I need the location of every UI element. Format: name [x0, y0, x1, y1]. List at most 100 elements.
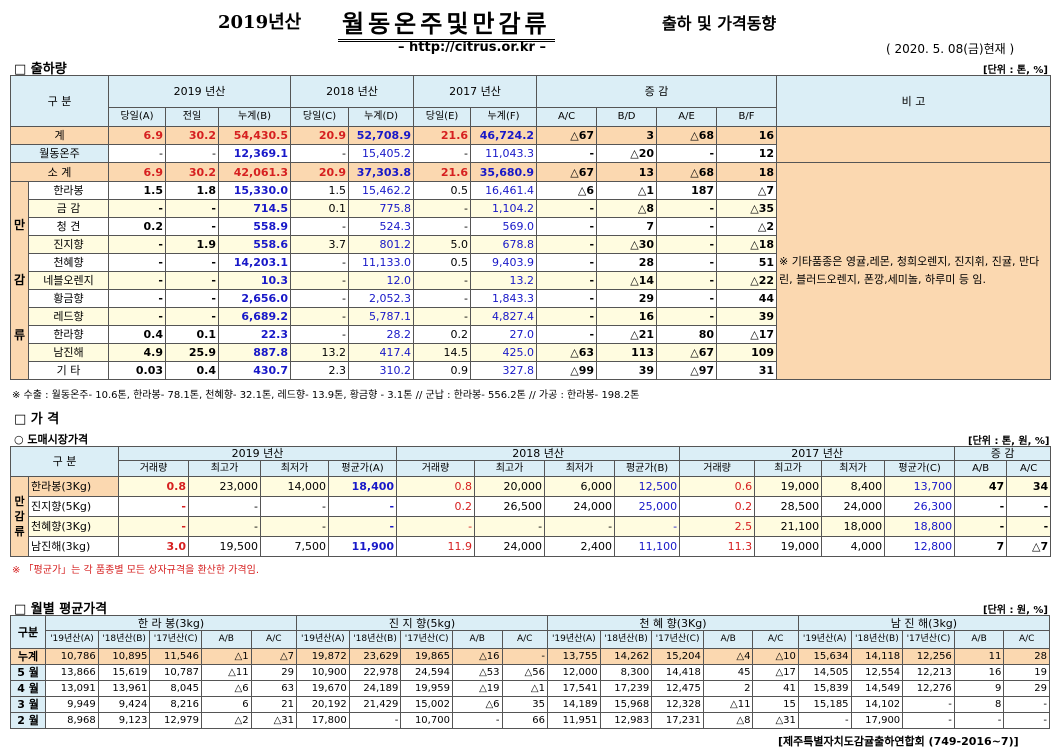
cell: -	[501, 648, 548, 665]
col-sub: 당일(A)	[108, 107, 166, 127]
cell: 12,979	[149, 712, 202, 729]
cell: 28,500	[754, 496, 823, 517]
cell: △53	[451, 664, 503, 681]
cell: -	[260, 516, 329, 537]
cell: -	[656, 235, 718, 254]
mangam-char: 감	[13, 273, 26, 287]
col-sub: '18년산(B)	[599, 630, 653, 649]
cell: -	[413, 144, 472, 163]
cell: 15,204	[651, 648, 704, 665]
cell: △7	[716, 181, 778, 200]
cell: 714.5	[217, 199, 292, 218]
cell: 9,403.9	[470, 253, 538, 272]
cell: 14,000	[260, 476, 329, 497]
cell: -	[118, 496, 189, 517]
cell: 10,900	[296, 664, 350, 681]
cell: -	[290, 217, 350, 236]
cell: 15,405.2	[348, 144, 415, 163]
cell: -	[165, 289, 219, 308]
cell: 24,000	[544, 496, 616, 517]
cell: -	[118, 516, 189, 537]
col-2019: 2019 년산	[117, 446, 398, 461]
cell: 15,968	[599, 696, 653, 713]
cell: △97	[656, 361, 718, 380]
col-sub: A/C	[501, 630, 548, 649]
date-label: ( 2020. 5. 08(금)현재 )	[886, 42, 1015, 56]
cell: △2	[716, 217, 778, 236]
cell: 0.5	[413, 253, 472, 272]
cell: 17,231	[651, 712, 704, 729]
cell: -	[954, 496, 1008, 517]
cell: -	[536, 144, 598, 163]
cell: -	[656, 199, 718, 218]
cell: 12,328	[651, 696, 704, 713]
cell: 13,961	[97, 680, 151, 697]
cell: 28.2	[348, 325, 415, 344]
cell: 28	[1003, 648, 1050, 665]
cell: -	[108, 144, 166, 163]
cell: 9,949	[45, 696, 99, 713]
cell: -	[1006, 496, 1052, 517]
cell: △4	[702, 648, 754, 665]
col-sub: 최저가	[544, 460, 616, 477]
cell: 66	[501, 712, 548, 729]
cell: 14,418	[651, 664, 704, 681]
monthly-price-table: 구분 한 라 봉(3kg) 진 지 향(5kg) 천 혜 향(3Kg) 남 진 해(3k…	[9, 615, 1051, 729]
cell: 41	[752, 680, 799, 697]
cell: 2,400	[544, 536, 616, 557]
cell: 44	[716, 289, 778, 308]
table-row: 2 월 8,968 9,123 12,979 △2 △31 17,800-10,700-66…	[9, 712, 1050, 729]
cell: 6.9	[108, 162, 166, 182]
col-group: 남 진 해(3kg)	[797, 615, 1051, 631]
table-row: 월동온주 - -12,369.1-15,405.2-11,043.3- △20-12	[10, 144, 1051, 163]
cell: 24,594	[400, 664, 453, 681]
cell: 0.4	[108, 325, 166, 344]
site-url[interactable]: – http://citrus.or.kr –	[398, 40, 546, 55]
cell: △11	[201, 664, 252, 681]
footer-org: [제주특별자치도감귤출하연합회 (749-2016~7)]	[778, 735, 1019, 748]
table-row: 천혜향(3Kg) - - - - - - - -2.5 21,100 18,000 18,800- -	[11, 516, 1052, 537]
cell: 13,700	[884, 476, 956, 497]
cell: 16	[596, 307, 658, 326]
col-sub: 최고가	[188, 460, 261, 477]
cell: 24,000	[821, 496, 886, 517]
table-row: 만 감 류 한라봉 1.5 1.8 15,330.0 1.5 15,462.2 0.5 16,461…	[10, 181, 1051, 380]
cell: -	[413, 271, 472, 290]
table-row: 4 월 13,091 13,961 8,045 △6 63 19,670 24,189 19,9…	[9, 680, 1050, 697]
col-sub: A/B	[702, 630, 754, 649]
mangam-char: 만	[13, 218, 26, 232]
cell: 20.9	[290, 162, 350, 182]
cell: -	[536, 271, 598, 290]
row-name: 3 월	[9, 696, 47, 713]
col-sub: 최저가	[260, 460, 329, 477]
row-name: 한라향	[28, 325, 109, 344]
cell: 12,000	[546, 664, 601, 681]
col-sub: 평균가(C)	[884, 460, 956, 477]
cell: 7,500	[260, 536, 329, 557]
col-sub: 거래량	[396, 460, 476, 477]
cell: 569.0	[470, 217, 538, 236]
cell: -	[290, 144, 350, 163]
cell: 0.4	[165, 361, 219, 380]
cell: 8,045	[149, 680, 202, 697]
cell: △22	[716, 271, 778, 290]
cell: -	[290, 253, 350, 272]
cell: △1	[201, 648, 252, 665]
cell: -	[614, 516, 681, 537]
cell: 63	[250, 680, 298, 697]
cell: △68	[656, 126, 718, 145]
cell: -	[108, 253, 166, 272]
cell: 31	[716, 361, 778, 380]
col-sub: '19년산(A)	[797, 630, 852, 649]
cell: 310.2	[348, 361, 415, 380]
cell: 3.0	[118, 536, 189, 557]
table-row: 천혜향 - -14,203.1-11,133.0 0.5 9,403.9-28-51	[11, 253, 1051, 272]
table-row: 만감류 한라봉(3Kg) 0.8 23,000 14,000 18,400 0.8 20,00…	[10, 476, 1052, 557]
cell: 10,786	[45, 648, 99, 665]
cell: -	[1003, 712, 1050, 729]
shipment-table: 구 분 2019 년산 2018 년산 2017 년산 증 감 비 고 당일(A…	[10, 75, 1052, 380]
cell: △19	[451, 680, 503, 697]
cell: 113	[596, 343, 658, 362]
cell: 14,102	[850, 696, 904, 713]
remark-cell: ※ 기타품종은 영귤,레몬, 청희오렌지, 진지휘, 진귤, 만다린, 블러드오…	[776, 162, 1052, 380]
